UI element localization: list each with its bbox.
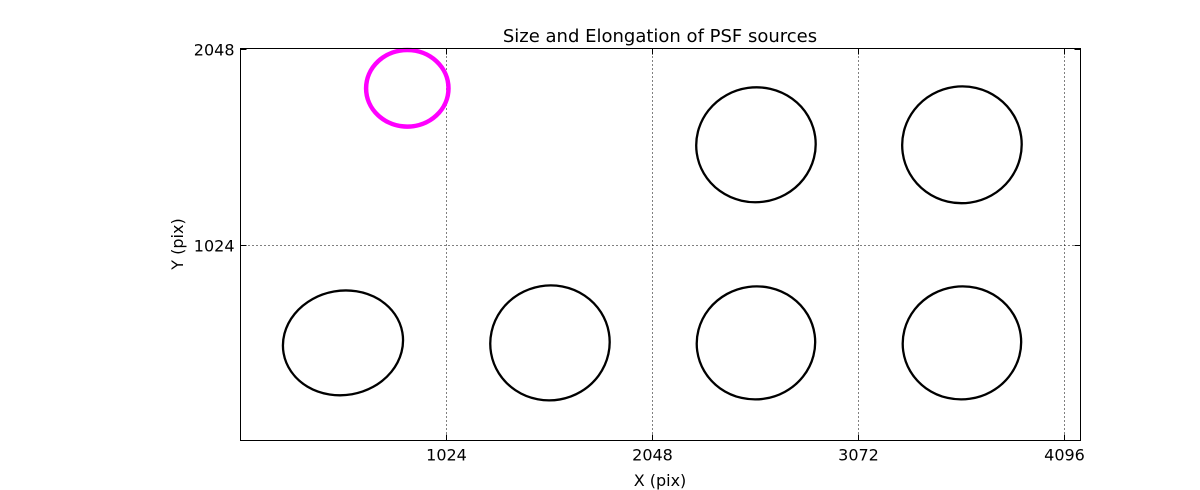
x-axis-label: X (pix) [634, 471, 687, 490]
x-tick-label: 4096 [1044, 446, 1085, 465]
y-tick-label: 2048 [194, 41, 235, 60]
psf-ellipse [281, 289, 405, 397]
psf-ellipse [901, 85, 1023, 205]
psf-ellipse [695, 86, 817, 204]
ellipse-series [281, 47, 1023, 402]
tick-labels: 1024 2048 3072 4096 1024 2048 [194, 41, 1085, 465]
grid-lines [240, 48, 1081, 441]
plot-frame [240, 48, 1081, 441]
axis-ticks [240, 48, 1081, 441]
x-tick-label: 2048 [632, 446, 673, 465]
x-tick-label: 3072 [838, 446, 879, 465]
x-tick-label: 1024 [426, 446, 467, 465]
reference-ellipse [363, 47, 451, 129]
psf-ellipse [695, 285, 817, 401]
y-tick-label: 1024 [194, 237, 235, 256]
y-axis-label: Y (pix) [168, 218, 187, 270]
psf-ellipse [489, 284, 611, 402]
chart-title: Size and Elongation of PSF sources [503, 26, 817, 47]
psf-ellipse [901, 285, 1023, 401]
